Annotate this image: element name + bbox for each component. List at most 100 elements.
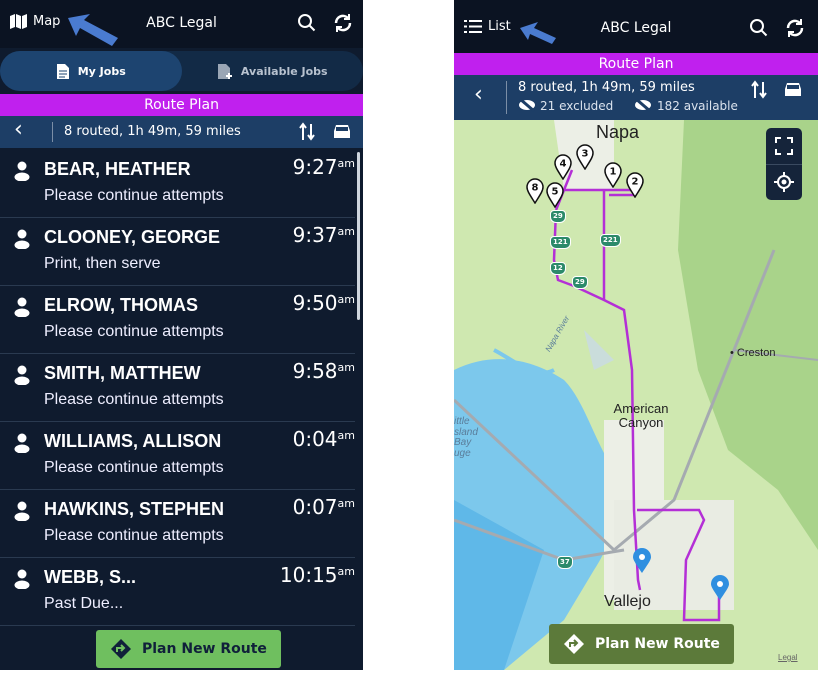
directions-icon — [111, 639, 131, 659]
job-note: Past Due... — [44, 595, 124, 612]
divider — [52, 122, 53, 142]
plan-new-route-button[interactable]: Plan New Route — [549, 624, 734, 664]
search-icon[interactable] — [296, 12, 318, 34]
my-location-icon[interactable] — [774, 172, 794, 192]
job-list-item[interactable]: BEAR, HEATHER 9:27am Please continue att… — [0, 150, 355, 218]
map-canvas[interactable] — [454, 120, 818, 670]
tab-available-jobs[interactable]: Available Jobs — [182, 51, 364, 91]
highway-shield-icon: 121 — [550, 236, 571, 249]
app-header: Map ABC Legal — [0, 0, 363, 48]
app-title: ABC Legal — [600, 20, 672, 36]
map-label-little-island: ittle sland Bay uge — [454, 416, 478, 459]
map-icon — [10, 14, 27, 29]
route-summary-bar: ‹ 8 routed, 1h 49m, 59 miles — [0, 116, 363, 148]
list-icon — [464, 20, 482, 33]
plan-new-route-label: Plan New Route — [142, 641, 267, 657]
directions-icon — [564, 634, 584, 654]
pointer-arrow-icon — [520, 22, 556, 44]
back-chevron-icon[interactable]: ‹ — [14, 117, 23, 142]
app-header: List ABC Legal — [454, 0, 818, 53]
svg-text:4: 4 — [560, 159, 567, 170]
eye-off-icon — [635, 98, 651, 112]
legal-link[interactable]: Legal — [778, 653, 798, 662]
job-note: Please continue attempts — [44, 323, 224, 340]
map-label-napa: Napa — [596, 122, 640, 142]
job-list-item[interactable]: HAWKINS, STEPHEN 0:07am Please continue … — [0, 490, 355, 558]
location-pin-icon[interactable] — [632, 548, 652, 574]
svg-text:1: 1 — [610, 167, 617, 178]
excluded-count[interactable]: 21 excluded — [540, 99, 614, 113]
person-icon — [14, 569, 30, 589]
app-title: ABC Legal — [146, 15, 217, 31]
list-toggle-button[interactable]: List — [464, 19, 511, 34]
sort-icon[interactable] — [298, 122, 316, 142]
job-note: Please continue attempts — [44, 391, 224, 408]
route-summary: 8 routed, 1h 49m, 59 miles — [518, 80, 695, 95]
job-note: Please continue attempts — [44, 187, 224, 204]
car-icon[interactable] — [782, 80, 804, 100]
route-stop-pin-icon[interactable]: 1 — [604, 162, 622, 188]
route-summary: 8 routed, 1h 49m, 59 miles — [64, 124, 241, 139]
job-time: 9:50am — [292, 291, 355, 315]
job-name: ELROW, THOMAS — [44, 295, 198, 315]
job-name: SMITH, MATTHEW — [44, 363, 201, 383]
refresh-icon[interactable] — [784, 17, 806, 39]
back-chevron-icon[interactable]: ‹ — [474, 82, 483, 107]
job-tabs: My Jobs Available Jobs — [0, 51, 363, 91]
job-time: 9:37am — [292, 223, 355, 247]
route-stop-pin-icon[interactable]: 8 — [526, 178, 544, 204]
divider — [506, 81, 507, 114]
plan-new-route-button[interactable]: Plan New Route — [96, 630, 281, 668]
fullscreen-icon[interactable] — [774, 136, 794, 156]
job-time: 0:07am — [292, 495, 355, 519]
eye-off-icon — [519, 98, 535, 112]
list-view-screen: Map ABC Legal My Jobs Available Jobs Rou… — [0, 0, 363, 670]
job-list-item[interactable]: WEBB, S... 10:15am Past Due... — [0, 558, 355, 626]
refresh-icon[interactable] — [332, 12, 354, 34]
job-list-item[interactable]: SMITH, MATTHEW 9:58am Please continue at… — [0, 354, 355, 422]
search-icon[interactable] — [748, 17, 770, 39]
svg-text:2: 2 — [632, 177, 639, 188]
route-stop-pin-icon[interactable]: 3 — [576, 144, 594, 170]
svg-text:3: 3 — [582, 149, 589, 160]
location-pin-icon[interactable] — [710, 575, 730, 601]
highway-shield-icon: 221 — [600, 234, 621, 247]
document-add-icon — [217, 63, 232, 79]
list-toggle-label: List — [488, 19, 511, 34]
map-controls — [766, 128, 802, 200]
svg-text:5: 5 — [552, 187, 559, 198]
route-plan-title: Route Plan — [0, 94, 363, 116]
route-plan-title: Route Plan — [454, 53, 818, 75]
route-stop-pin-icon[interactable]: 5 — [546, 182, 564, 208]
route-stop-pin-icon[interactable]: 4 — [554, 154, 572, 180]
available-count[interactable]: 182 available — [657, 99, 738, 113]
job-name: WEBB, S... — [44, 567, 137, 587]
job-name: HAWKINS, STEPHEN — [44, 499, 225, 519]
tab-my-jobs[interactable]: My Jobs — [0, 51, 182, 91]
map-toggle-button[interactable]: Map — [10, 14, 60, 29]
document-icon — [56, 63, 69, 79]
map-label-vallejo: Vallejo — [604, 593, 651, 610]
svg-text:8: 8 — [532, 183, 539, 194]
map-view-screen: List ABC Legal Route Plan ‹ 8 routed, 1h… — [454, 0, 818, 670]
job-note: Please continue attempts — [44, 527, 224, 544]
job-time: 10:15am — [279, 563, 355, 587]
pointer-arrow-icon — [68, 14, 118, 46]
route-stop-pin-icon[interactable]: 2 — [626, 172, 644, 198]
job-note: Print, then serve — [44, 255, 161, 272]
highway-shield-icon: 29 — [572, 276, 588, 289]
job-list-item[interactable]: WILLIAMS, ALLISON 0:04am Please continue… — [0, 422, 355, 490]
job-list-item[interactable]: CLOONEY, GEORGE 9:37am Print, then serve — [0, 218, 355, 286]
highway-shield-icon: 37 — [557, 556, 573, 569]
person-icon — [14, 501, 30, 521]
job-note: Please continue attempts — [44, 459, 224, 476]
job-list-item[interactable]: ELROW, THOMAS 9:50am Please continue att… — [0, 286, 355, 354]
job-name: WILLIAMS, ALLISON — [44, 431, 222, 451]
sort-icon[interactable] — [750, 80, 768, 100]
divider — [766, 164, 802, 165]
highway-shield-icon: 29 — [550, 210, 566, 223]
scrollbar[interactable] — [357, 152, 360, 320]
car-icon[interactable] — [331, 122, 353, 142]
job-name: BEAR, HEATHER — [44, 159, 191, 179]
